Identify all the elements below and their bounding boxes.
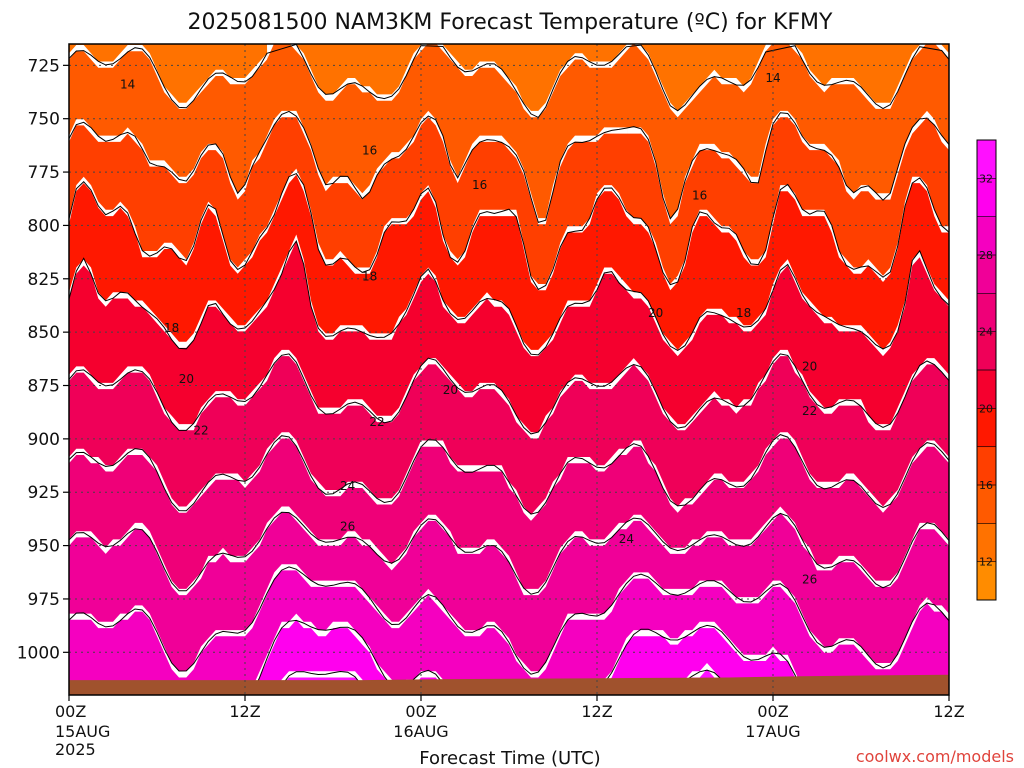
y-tick-label: 775 [28, 163, 60, 183]
isotherm-16 [69, 110, 949, 224]
x-axis-label: Forecast Time (UTC) [419, 748, 600, 768]
temperature-band-30 [69, 619, 949, 695]
colorbar-tick-label: 12 [979, 556, 993, 569]
terrain [69, 674, 949, 695]
colorbar-tick-label: 20 [979, 402, 993, 415]
contour-label: 18 [736, 306, 751, 320]
y-tick-label: 950 [28, 537, 60, 557]
contour-label: 14 [120, 78, 135, 92]
chart-title: 2025081500 NAM3KM Forecast Temperature (… [188, 10, 833, 35]
contour-label: 16 [692, 189, 707, 203]
y-tick-label: 925 [28, 483, 60, 503]
isotherm-18 [69, 172, 949, 291]
contour-label: 14 [765, 71, 780, 85]
temperature-band-16 [69, 117, 949, 284]
x-tick-date: 16AUG [393, 722, 448, 741]
y-tick-label: 1000 [17, 643, 60, 663]
colorbar-swatch [977, 370, 996, 409]
temperature-band-28 [69, 570, 949, 695]
grid [68, 44, 950, 695]
y-tick-label: 850 [28, 323, 60, 343]
x-tick-label: 12Z [933, 702, 964, 721]
colorbar-tick-label: 28 [979, 249, 993, 262]
isotherm-20 [69, 239, 949, 356]
contour-labels: 14 14 16 16 16 18 18 18 20 20 20 20 22 22 22 24 24 26 26 [120, 71, 817, 587]
colorbar-swatch [977, 561, 996, 601]
isotherm-28 [69, 566, 949, 675]
temperature-band-22 [69, 356, 949, 515]
x-tick-label: 12Z [229, 702, 260, 721]
colorbar-tick-label: 32 [979, 172, 993, 185]
colorbar: 12 16 20 24 28 32 [976, 139, 997, 601]
x-tick-year: 2025 [55, 740, 96, 759]
temperature-band-20 [69, 240, 949, 433]
credit-link[interactable]: coolwx.com/models [856, 747, 1014, 766]
colorbar-swatch [977, 140, 996, 179]
y-tick-label: 750 [28, 110, 60, 130]
contour-label: 26 [802, 573, 817, 587]
isotherm-26 [69, 511, 949, 595]
x-tick-date: 15AUG [55, 722, 110, 741]
colorbar-swatch [977, 485, 996, 524]
contour-label: 22 [802, 404, 817, 418]
x-tick-date: 17AUG [745, 722, 800, 741]
colorbar-swatch [977, 331, 996, 371]
isotherm-24 [69, 434, 949, 515]
colorbar-swatch [977, 408, 996, 448]
colorbar-swatch [977, 255, 996, 294]
contour-label: 16 [362, 144, 377, 158]
contour-label: 18 [362, 270, 377, 284]
contour-label: 22 [369, 415, 384, 429]
x-tick-label: 00Z [405, 702, 436, 721]
contour-label: 20 [648, 306, 663, 320]
temperature-band-14 [69, 44, 949, 219]
plot-frame [68, 43, 950, 696]
colorbar-tick-label: 24 [979, 326, 993, 339]
y-tick-label: 900 [28, 430, 60, 450]
y-axis: 725 750 775 800 825 850 875 900 925 950 975 1000 [17, 56, 69, 663]
y-tick-label: 875 [28, 377, 60, 397]
contour-label: 22 [193, 423, 208, 437]
colorbar-swatch [977, 216, 996, 256]
contour-label: 20 [443, 383, 458, 397]
contour-label: 16 [472, 178, 487, 192]
colorbar-swatch [977, 446, 996, 486]
y-tick-label: 800 [28, 216, 60, 236]
x-tick-label: 00Z [55, 702, 86, 721]
colorbar-tick-label: 16 [979, 479, 993, 492]
isotherm-22 [69, 353, 949, 435]
contour-label: 20 [802, 359, 817, 373]
isotherm-14 [69, 44, 949, 119]
colorbar-swatch [977, 523, 996, 563]
contour-label: 18 [164, 321, 179, 335]
y-tick-label: 975 [28, 590, 60, 610]
temperature-band-24 [69, 438, 949, 589]
temperature-field [69, 44, 949, 695]
y-tick-label: 825 [28, 270, 60, 290]
contour-label: 24 [619, 532, 634, 546]
colorbar-swatch [977, 178, 996, 218]
contour-label: 24 [340, 479, 355, 493]
temperature-band-26 [69, 512, 949, 672]
colorbar-swatch [977, 293, 996, 333]
x-tick-label: 00Z [757, 702, 788, 721]
contour-label: 20 [179, 372, 194, 386]
temperature-band-18 [69, 174, 949, 350]
y-tick-label: 725 [28, 56, 60, 76]
contour-label: 26 [340, 519, 355, 533]
x-tick-label: 12Z [581, 702, 612, 721]
